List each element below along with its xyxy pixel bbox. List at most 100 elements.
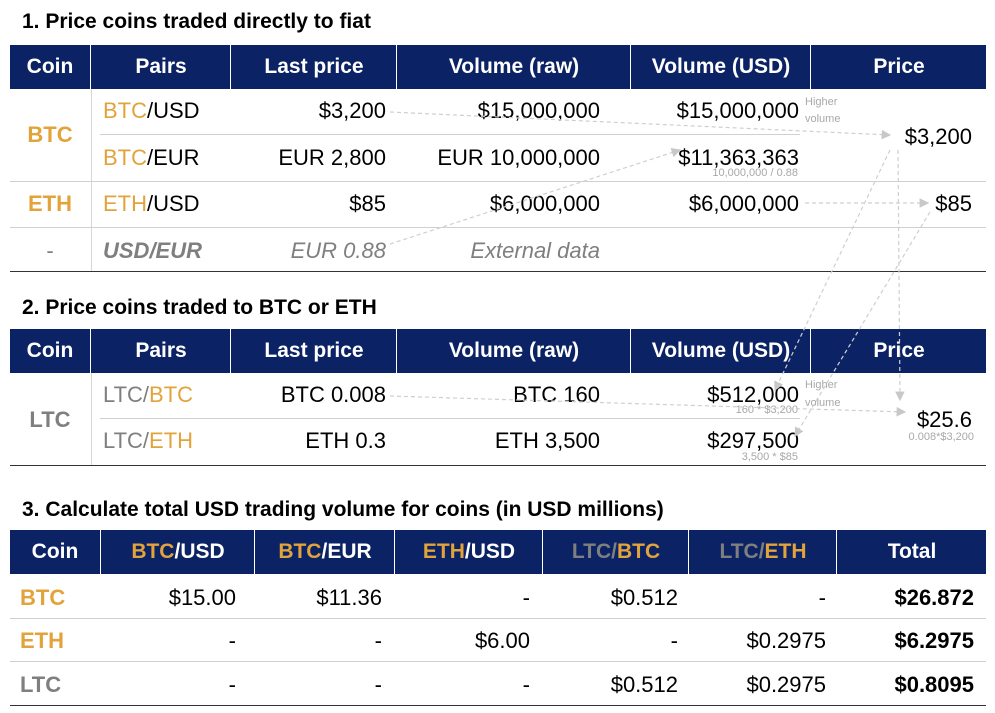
volume-usd: $297,500 — [707, 428, 799, 453]
higher-volume-note: volume — [805, 113, 841, 125]
value-ltc-btc: - — [670, 628, 678, 653]
header-coin: Coin — [26, 55, 74, 78]
grid-line — [100, 134, 800, 135]
pair-eth-usd: ETH/USD — [103, 191, 200, 216]
header-ltc-btc: LTC/BTC — [542, 530, 689, 574]
arrow-eurusd-to-btceur — [389, 148, 682, 245]
section1-title: 1. Price coins traded directly to fiat — [22, 10, 371, 33]
value-ltc-btc: $0.512 — [610, 585, 678, 610]
volume-usd: $512,000 — [707, 382, 799, 407]
header-price: Price — [810, 329, 987, 373]
value-ltc-eth: $0.2975 — [746, 628, 826, 653]
calc-note: 160 * $3,200 — [735, 404, 798, 416]
btc-price: $3,200 — [904, 124, 972, 149]
header-coin: Coin — [26, 339, 74, 362]
grid-line — [91, 373, 92, 465]
value-btc-usd: - — [228, 628, 236, 653]
header-pairs: Pairs — [90, 45, 231, 89]
arrow-ltc-price — [389, 395, 907, 417]
value-total: $0.8095 — [894, 672, 974, 697]
header-eth-usd: ETH/USD — [394, 530, 543, 574]
higher-volume-note: Higher — [805, 96, 838, 108]
pair-ltc-btc: LTC/BTC — [103, 382, 194, 407]
value-btc-eur: $11.36 — [316, 585, 382, 610]
arrow-btcprice-to-ltc — [774, 149, 891, 392]
table-bottom-border — [10, 705, 986, 706]
value-btc-eur: - — [374, 628, 382, 653]
table-bottom-border — [10, 465, 986, 466]
calc-note: 10,000,000 / 0.88 — [712, 167, 798, 179]
grid-line — [10, 181, 986, 182]
value-total: $6.2975 — [894, 628, 974, 653]
value-btc-eur: - — [374, 672, 382, 697]
value-eth-usd: - — [522, 585, 530, 610]
header-pairs: Pairs — [90, 329, 231, 373]
last-price: $85 — [349, 191, 386, 216]
value-total: $26.872 — [894, 585, 974, 610]
section2-header: Coin Pairs Last price Volume (raw) Volum… — [10, 329, 986, 373]
header-last-price: Last price — [230, 329, 397, 373]
last-price: BTC 0.008 — [280, 382, 386, 407]
arrow-btc-usd-price — [389, 111, 892, 140]
value-eth-usd: $6.00 — [474, 628, 530, 653]
coin-label-eth: ETH — [28, 191, 72, 216]
row-coin-ltc: LTC — [20, 672, 62, 697]
header-btc-usd: BTC/USD — [100, 530, 255, 574]
coin-label-btc: BTC — [27, 122, 73, 147]
volume-usd: $6,000,000 — [688, 191, 799, 216]
header-price: Price — [810, 45, 987, 89]
volume-usd: $11,363,363 — [678, 145, 799, 170]
higher-volume-note: volume — [805, 397, 841, 409]
last-price: ETH 0.3 — [305, 428, 386, 453]
header-volume-usd: Volume (USD) — [630, 329, 811, 373]
coin-label-ltc: LTC — [29, 407, 71, 432]
last-price: $3,200 — [318, 98, 386, 123]
coin-label-dash: - — [46, 238, 54, 263]
ltc-price: $25.6 — [916, 407, 972, 432]
header-btc-eur: BTC/EUR — [254, 530, 395, 574]
value-eth-usd: - — [522, 672, 530, 697]
grid-line — [100, 418, 800, 419]
header-total: Total — [836, 530, 987, 574]
grid-line — [10, 227, 986, 228]
value-ltc-eth: - — [818, 585, 826, 610]
section3-title: 3. Calculate total USD trading volume fo… — [22, 498, 664, 521]
section3-header: Coin BTC/USD BTC/EUR ETH/USD LTC/BTC LTC… — [10, 530, 986, 574]
grid-line — [91, 89, 92, 271]
table-bottom-border — [10, 271, 986, 272]
volume-usd: $15,000,000 — [676, 98, 799, 123]
grid-line — [10, 661, 986, 662]
external-data-label: External data — [470, 238, 600, 263]
header-volume-raw: Volume (raw) — [396, 329, 631, 373]
header-volume-usd: Volume (USD) — [630, 45, 811, 89]
value-ltc-btc: $0.512 — [610, 672, 678, 697]
grid-line — [10, 618, 986, 619]
header-last-price: Last price — [230, 45, 397, 89]
pair-usd-eur: USD/EUR — [103, 238, 203, 263]
higher-volume-note: Higher — [805, 379, 838, 391]
header-coin: Coin — [31, 540, 79, 563]
calc-note: 0.008*$3,200 — [908, 431, 974, 443]
value-ltc-eth: $0.2975 — [746, 672, 826, 697]
value-btc-usd: $15.00 — [168, 585, 236, 610]
section2-title: 2. Price coins traded to BTC or ETH — [22, 296, 377, 319]
arrow-btcprice-down — [895, 149, 905, 402]
volume-raw: BTC 160 — [513, 382, 600, 407]
calc-note: 3,500 * $85 — [741, 451, 798, 463]
last-price: EUR 2,800 — [278, 145, 386, 170]
pair-ltc-eth: LTC/ETH — [103, 428, 194, 453]
pair-btc-eur: BTC/EUR — [103, 145, 200, 170]
volume-raw: ETH 3,500 — [494, 428, 600, 453]
value-btc-usd: - — [228, 672, 236, 697]
row-coin-eth: ETH — [20, 628, 64, 653]
eth-price: $85 — [935, 191, 972, 216]
arrow-ethprice-to-ltc — [794, 211, 931, 438]
last-price: EUR 0.88 — [290, 238, 386, 263]
header-volume-raw: Volume (raw) — [396, 45, 631, 89]
volume-raw: EUR 10,000,000 — [437, 145, 600, 170]
row-coin-btc: BTC — [20, 585, 66, 610]
volume-raw: $6,000,000 — [489, 191, 600, 216]
section1-header: Coin Pairs Last price Volume (raw) Volum… — [10, 45, 986, 89]
header-ltc-eth: LTC/ETH — [688, 530, 837, 574]
